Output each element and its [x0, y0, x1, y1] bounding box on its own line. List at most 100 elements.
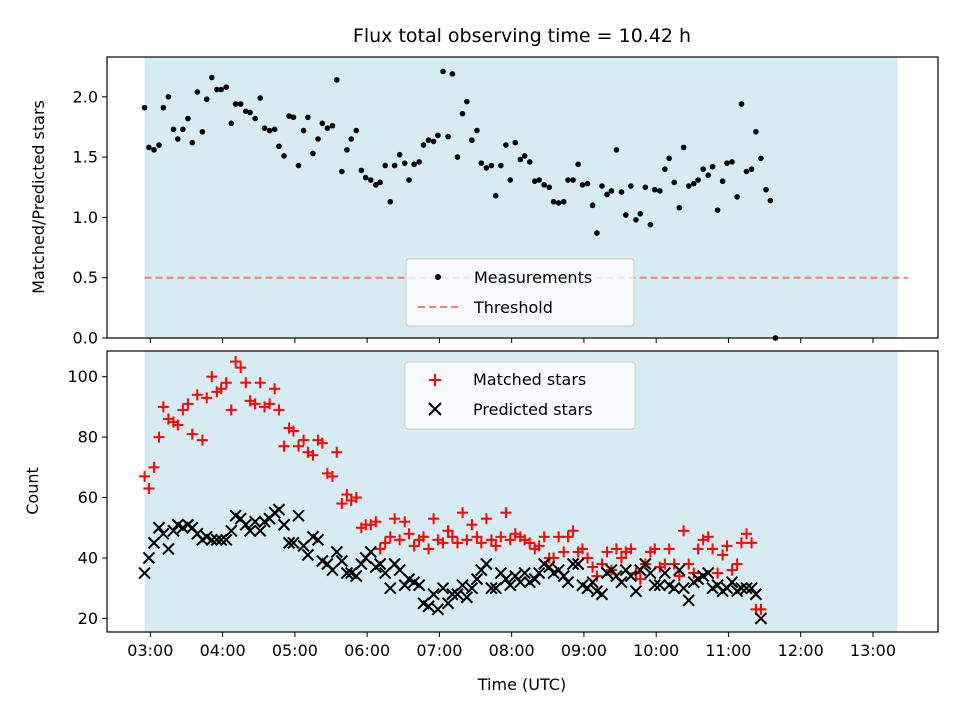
matched-point — [659, 558, 671, 570]
measurement-point — [570, 177, 576, 183]
predicted-point — [451, 588, 464, 601]
measurement-point — [232, 101, 239, 107]
predicted-point — [485, 581, 498, 595]
bottom-legend: Matched stars Predicted stars — [404, 361, 636, 430]
measurement-point — [729, 159, 735, 165]
measurement-point — [637, 210, 644, 217]
matched-point — [625, 543, 637, 555]
bottom-panel-frame — [106, 350, 939, 633]
measurement-point — [690, 180, 697, 187]
matched-point — [601, 546, 613, 558]
predicted-point — [210, 533, 224, 547]
predicted-point — [330, 545, 343, 559]
matched-point — [668, 558, 680, 570]
measurement-point — [680, 144, 687, 151]
measurement-point — [623, 212, 629, 218]
matched-point — [485, 534, 497, 546]
measurement-point — [440, 68, 446, 75]
measurement-point — [185, 115, 191, 122]
matched-point — [230, 356, 242, 368]
measurement-point — [517, 156, 524, 163]
predicted-point — [205, 533, 218, 547]
predicted-point — [624, 569, 638, 583]
measurement-point — [382, 162, 389, 169]
matched-point — [466, 519, 478, 531]
predicted-point — [340, 566, 354, 580]
measurement-point — [662, 166, 668, 172]
predicted-point — [446, 588, 459, 601]
predicted-point — [702, 566, 715, 580]
measurement-point — [319, 120, 326, 127]
matched-point — [182, 398, 194, 410]
measurement-point — [594, 230, 600, 236]
matched-point — [702, 531, 714, 543]
predicted-point — [162, 542, 175, 556]
measurement-point — [633, 217, 639, 223]
matched-point — [273, 404, 285, 416]
predicted-point — [745, 581, 758, 595]
measurement-point — [454, 154, 461, 160]
matched-point — [688, 567, 700, 579]
x-tick-label: 04:00 — [200, 641, 246, 660]
measurement-point — [237, 101, 244, 107]
legend-matched-marker — [429, 374, 441, 386]
measurement-point — [618, 189, 625, 195]
matched-point — [278, 440, 290, 452]
predicted-point — [648, 578, 661, 592]
matched-point — [331, 446, 343, 458]
matched-point — [370, 516, 382, 528]
predicted-point — [248, 515, 262, 528]
predicted-point — [639, 557, 652, 571]
bottom-y-axis-label: Count — [23, 467, 42, 515]
predicted-point — [282, 536, 296, 550]
x-tick-label: 06:00 — [344, 641, 390, 660]
matched-point — [746, 537, 758, 549]
measurement-point — [584, 180, 591, 187]
measurement-point — [252, 115, 258, 122]
top-panel-frame — [106, 56, 939, 339]
predicted-point — [142, 551, 156, 565]
predicted-point — [557, 569, 570, 583]
predicted-point — [138, 566, 151, 580]
measurement-point — [141, 104, 148, 111]
predicted-point — [152, 521, 166, 534]
matched-point — [269, 383, 281, 395]
legend-matched-label: Matched stars — [473, 370, 586, 389]
measurement-point — [526, 159, 533, 165]
predicted-point — [292, 509, 305, 522]
matched-point — [437, 537, 449, 549]
measurement-point — [199, 128, 206, 135]
matched-point — [240, 377, 252, 389]
matched-point — [500, 507, 512, 519]
matched-point — [692, 543, 704, 555]
measurement-point — [315, 136, 321, 142]
matched-point — [538, 531, 550, 543]
measurement-point — [724, 160, 730, 166]
measurement-point — [753, 128, 759, 135]
matched-point — [663, 543, 675, 555]
measurement-point — [194, 89, 201, 95]
predicted-point — [571, 557, 585, 571]
measurement-point — [175, 136, 181, 142]
matched-point — [341, 489, 353, 501]
measurement-point — [604, 191, 610, 198]
predicted-point — [398, 578, 411, 592]
measurement-point — [599, 183, 605, 189]
legend-predicted-label: Predicted stars — [473, 400, 593, 419]
predicted-point — [682, 594, 695, 607]
predicted-point — [514, 575, 527, 589]
predicted-point — [253, 524, 267, 537]
predicted-point — [499, 572, 513, 586]
matched-point — [292, 440, 304, 452]
top-legend: Measurements Threshold — [405, 258, 635, 327]
measurement-point — [290, 114, 297, 121]
measurement-point — [401, 160, 408, 166]
measurement-point — [228, 120, 235, 127]
measurement-point — [469, 137, 475, 144]
measurement-point — [488, 162, 495, 169]
matched-point — [418, 531, 430, 543]
matched-point — [475, 537, 487, 549]
matched-point — [374, 543, 386, 555]
measurement-point — [411, 161, 417, 168]
measurement-point — [348, 136, 355, 142]
